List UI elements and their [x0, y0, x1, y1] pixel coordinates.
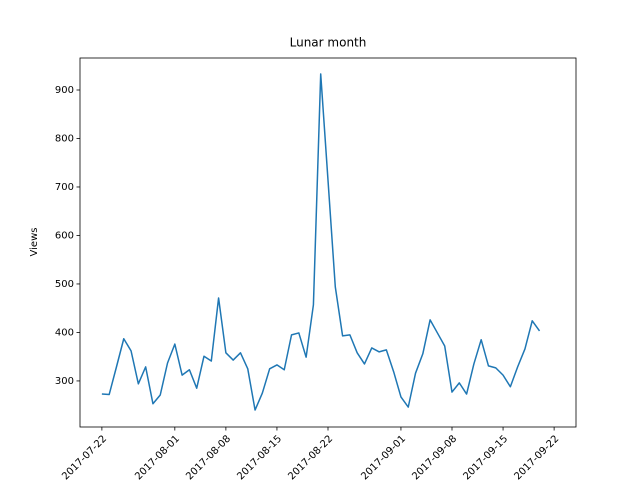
- y-tick-label: 300: [55, 376, 74, 387]
- y-tick-label: 500: [55, 279, 74, 290]
- y-axis-label: Views: [29, 228, 40, 257]
- y-tick-label: 800: [55, 133, 74, 144]
- y-tick-label: 900: [55, 85, 74, 96]
- y-tick-label: 600: [55, 230, 74, 241]
- chart-title: Lunar month: [290, 36, 367, 50]
- y-tick-label: 400: [55, 327, 74, 338]
- data-line: [101, 73, 541, 411]
- y-tick-label: 700: [55, 182, 74, 193]
